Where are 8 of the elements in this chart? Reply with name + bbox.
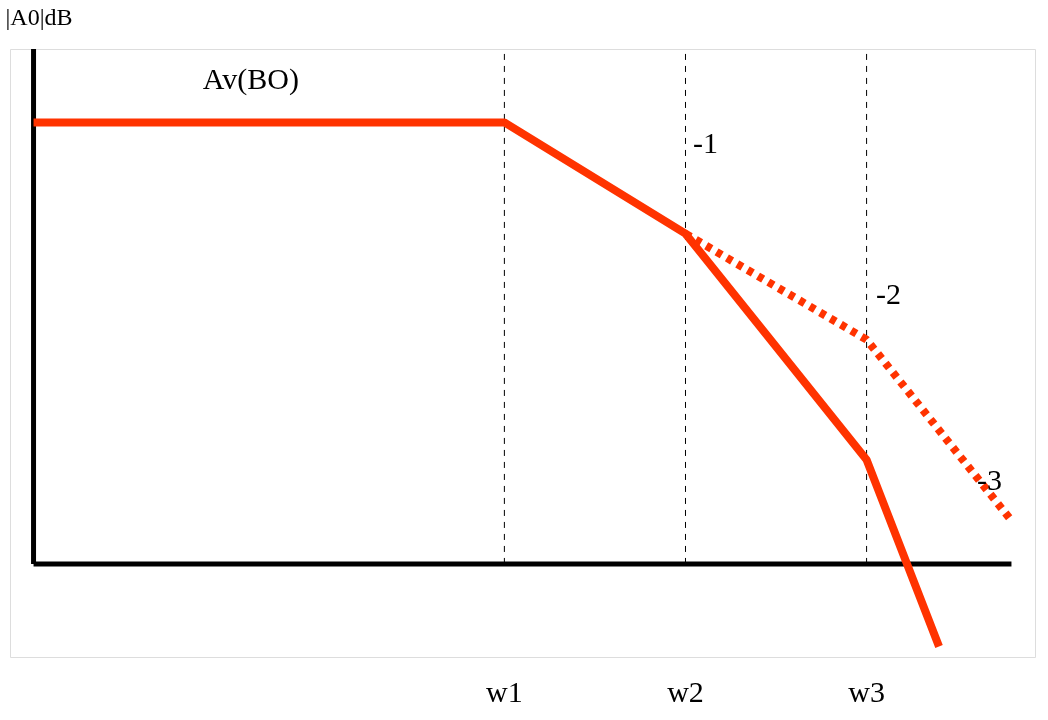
y-axis-title: |A0|dB [5, 3, 73, 30]
series-label: Av(BO) [202, 62, 299, 97]
annotation: -1 [692, 125, 718, 159]
x-tick-label: w1 [486, 674, 523, 708]
x-tick-label: w2 [667, 674, 704, 708]
annotation: -3 [976, 462, 1002, 496]
x-tick-label: w3 [848, 674, 885, 708]
annotation: -2 [876, 276, 902, 310]
